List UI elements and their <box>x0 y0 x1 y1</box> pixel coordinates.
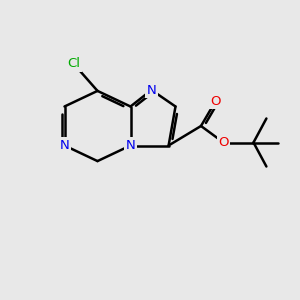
Text: Cl: Cl <box>67 57 80 70</box>
Text: N: N <box>126 139 135 152</box>
Text: O: O <box>218 136 229 149</box>
Text: N: N <box>60 139 69 152</box>
Text: O: O <box>210 95 220 108</box>
Text: N: N <box>147 83 156 97</box>
